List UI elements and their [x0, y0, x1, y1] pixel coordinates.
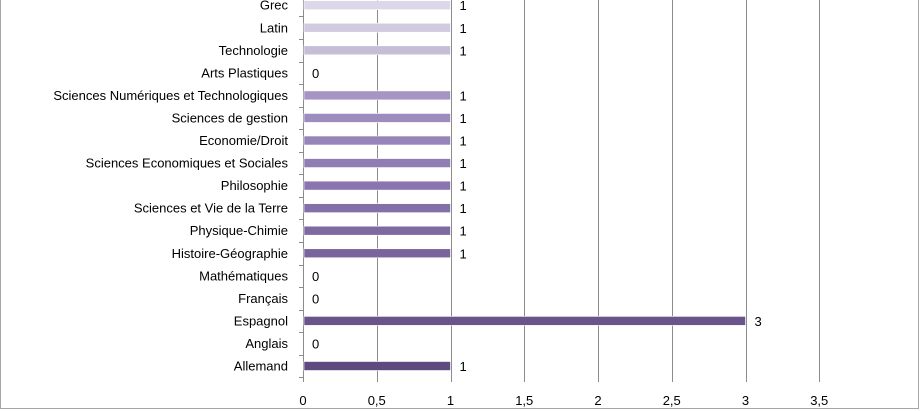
category-label: Physique-Chimie: [190, 223, 288, 238]
bar[interactable]: [303, 316, 746, 326]
bar[interactable]: [303, 113, 451, 123]
category-label: Sciences Numériques et Technologiques: [53, 88, 288, 103]
category-label: Sciences Economiques et Sociales: [86, 156, 289, 171]
x-tick-label: 2,5: [663, 393, 681, 408]
x-tick-label: 1,5: [515, 393, 533, 408]
category-label: Allemand: [234, 359, 288, 374]
data-label: 1: [460, 224, 467, 239]
data-label: 1: [460, 246, 467, 261]
data-label: 0: [312, 66, 319, 81]
category-label: Grec: [260, 0, 289, 13]
category-label: Espagnol: [234, 313, 288, 328]
data-label: 1: [460, 88, 467, 103]
category-label: Philosophie: [221, 178, 288, 193]
category-label: Economie/Droit: [199, 133, 288, 148]
bar[interactable]: [303, 361, 451, 371]
category-label: Arts Plastiques: [201, 65, 288, 80]
bar[interactable]: [303, 180, 451, 191]
category-label: Français: [238, 291, 288, 306]
category-label: Sciences de gestion: [172, 110, 288, 125]
x-tick-label: 1: [447, 393, 454, 408]
data-label: 0: [312, 291, 319, 306]
category-label: Latin: [260, 20, 288, 35]
data-label: 1: [460, 21, 467, 36]
category-label: Mathématiques: [199, 268, 288, 283]
x-tick-label: 2: [594, 393, 601, 408]
bar[interactable]: [303, 0, 451, 10]
bar[interactable]: [303, 248, 451, 259]
bar[interactable]: [303, 90, 451, 101]
bar[interactable]: [303, 158, 451, 168]
x-tick-label: 3: [742, 393, 749, 408]
bar[interactable]: [303, 45, 451, 56]
x-tick-label: 0,5: [368, 393, 386, 408]
data-label: 1: [460, 0, 467, 13]
data-label: 3: [755, 314, 762, 329]
data-label: 1: [460, 134, 467, 149]
data-label: 0: [312, 269, 319, 284]
bar[interactable]: [303, 203, 451, 213]
data-label: 1: [460, 111, 467, 126]
bar[interactable]: [303, 22, 451, 33]
bar[interactable]: [303, 135, 451, 146]
category-label: Technologie: [219, 43, 288, 58]
category-label: Sciences et Vie de la Terre: [134, 201, 288, 216]
bar[interactable]: [303, 225, 451, 236]
category-label: Anglais: [245, 336, 288, 351]
data-label: 1: [460, 179, 467, 194]
data-label: 1: [460, 201, 467, 216]
data-label: 1: [460, 43, 467, 58]
category-label: Histoire-Géographie: [172, 246, 288, 261]
data-label: 1: [460, 156, 467, 171]
x-tick-label: 0: [299, 393, 306, 408]
x-tick-label: 3,5: [810, 393, 828, 408]
data-label: 1: [460, 359, 467, 374]
data-label: 0: [312, 336, 319, 351]
